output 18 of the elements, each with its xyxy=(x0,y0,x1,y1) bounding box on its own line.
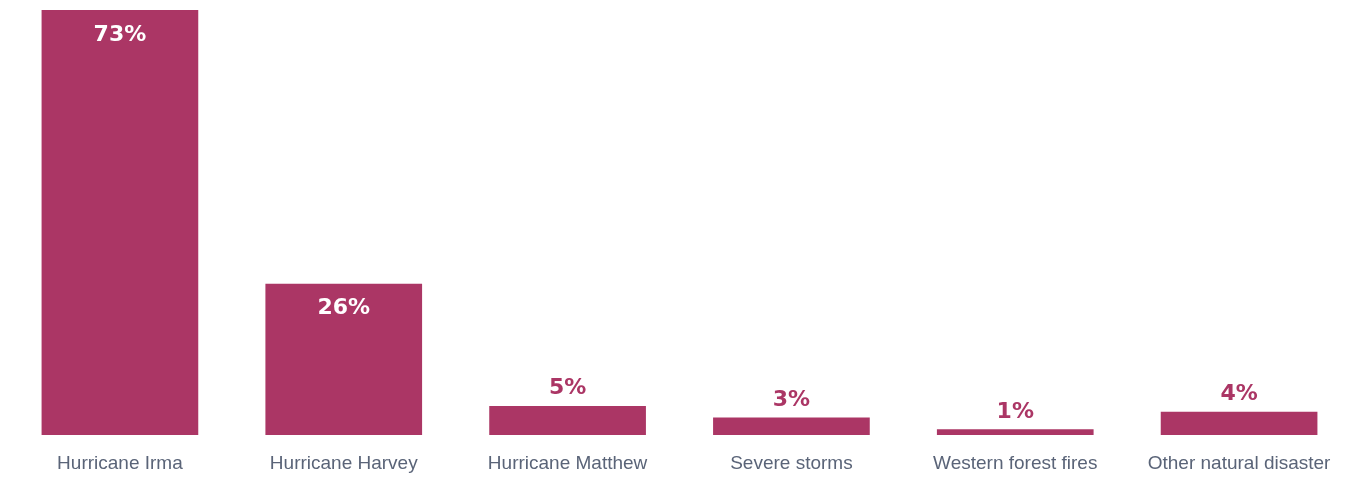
x-tick-label: Hurricane Harvey xyxy=(269,451,419,473)
bar xyxy=(41,10,199,435)
bar xyxy=(489,405,646,435)
x-tick-label: Severe storms xyxy=(730,451,853,473)
data-label: 26% xyxy=(317,294,371,320)
data-label: 73% xyxy=(93,20,147,46)
x-tick-label: Western forest fires xyxy=(933,451,1098,473)
data-label: 3% xyxy=(772,386,811,412)
bar xyxy=(265,283,423,435)
data-label: 5% xyxy=(548,374,587,400)
bar xyxy=(1160,411,1318,435)
bar xyxy=(936,429,1094,435)
x-tick-label: Hurricane Matthew xyxy=(487,451,648,473)
data-label: 4% xyxy=(1220,380,1258,406)
bar xyxy=(713,417,870,435)
x-tick-label: Hurricane Irma xyxy=(57,451,184,473)
x-tick-label: Other natural disaster xyxy=(1147,451,1332,473)
data-label: 1% xyxy=(996,397,1034,423)
